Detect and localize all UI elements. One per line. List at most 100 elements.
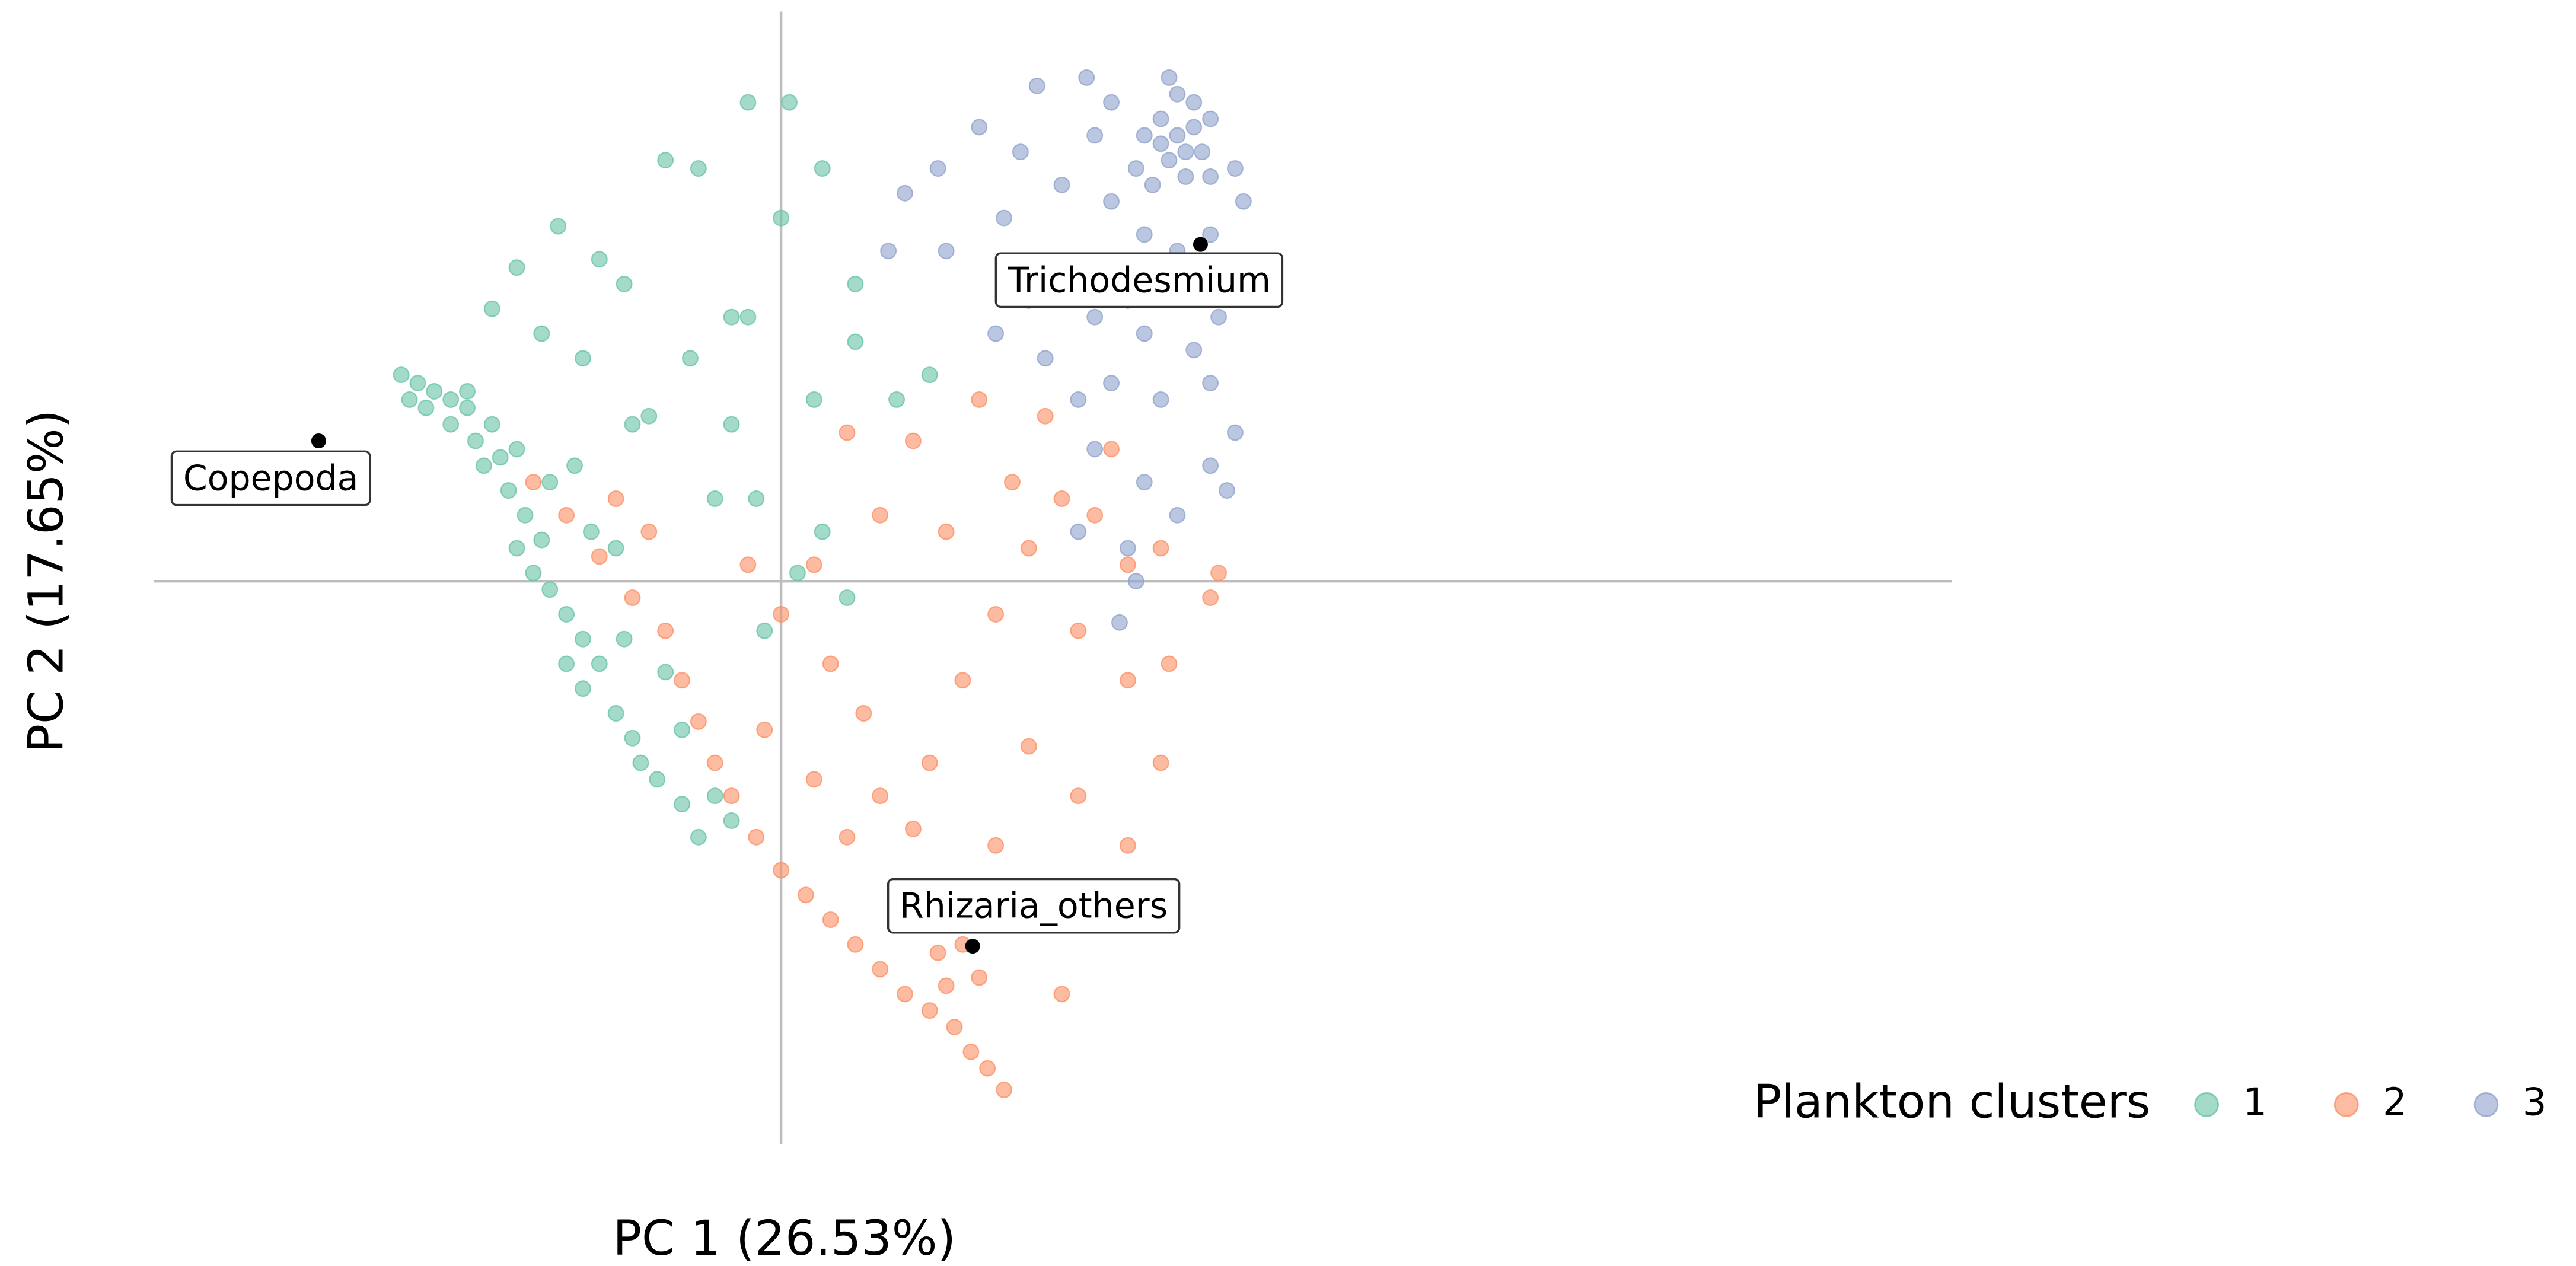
point	[401, 391, 418, 408]
point	[938, 243, 955, 260]
point	[517, 506, 534, 524]
point	[814, 523, 831, 540]
point	[575, 630, 591, 648]
point	[1202, 226, 1219, 243]
point	[624, 589, 641, 606]
point	[904, 432, 922, 449]
point	[1037, 407, 1054, 425]
point	[607, 705, 624, 722]
point	[847, 276, 864, 292]
point	[880, 243, 897, 260]
point	[1119, 837, 1136, 854]
point	[723, 416, 740, 433]
point	[921, 366, 938, 384]
point	[442, 391, 460, 408]
point	[566, 457, 583, 474]
point	[1235, 193, 1252, 210]
point	[649, 771, 666, 788]
point	[1136, 474, 1153, 491]
point	[839, 589, 856, 606]
point	[616, 630, 633, 648]
point	[674, 721, 690, 738]
point	[872, 961, 889, 978]
point	[575, 680, 591, 697]
point	[690, 713, 707, 730]
point	[607, 490, 624, 507]
point	[1202, 457, 1219, 474]
point	[624, 729, 641, 747]
y-axis-title: PC 2 (17.65%)	[19, 410, 75, 753]
point	[616, 276, 633, 292]
point	[1103, 193, 1120, 210]
point	[467, 432, 484, 449]
point	[921, 1002, 938, 1019]
point	[640, 407, 658, 425]
point	[739, 308, 757, 326]
point	[855, 705, 872, 722]
point	[682, 350, 699, 367]
point	[475, 457, 492, 474]
point	[1103, 94, 1120, 111]
point	[393, 366, 410, 384]
point	[805, 556, 822, 573]
point	[822, 655, 839, 672]
point	[550, 218, 567, 235]
legend-swatch	[2473, 1092, 2499, 1117]
point	[541, 581, 559, 598]
point	[872, 787, 889, 805]
point	[789, 565, 806, 582]
point	[822, 911, 839, 928]
point	[483, 416, 500, 433]
point	[426, 383, 443, 400]
point	[657, 664, 674, 681]
point	[558, 605, 575, 623]
point	[417, 399, 435, 416]
annotation-dot	[311, 433, 326, 449]
point	[706, 787, 723, 805]
annotation: Copepoda	[170, 450, 371, 506]
point	[1012, 143, 1029, 161]
point	[492, 449, 509, 466]
annotation-box	[887, 878, 1181, 934]
point	[1086, 506, 1104, 524]
point	[1078, 69, 1095, 86]
point	[847, 333, 864, 350]
point	[640, 523, 658, 540]
annotation: Trichodesmium	[994, 252, 1284, 308]
annotation-dot	[1193, 237, 1208, 252]
point	[706, 754, 723, 771]
point	[508, 441, 525, 458]
point	[1152, 391, 1169, 408]
point	[723, 812, 740, 829]
point	[971, 969, 988, 986]
point	[657, 622, 674, 639]
point	[1136, 226, 1153, 243]
point	[624, 416, 641, 433]
point	[773, 605, 790, 623]
point	[723, 787, 740, 805]
point	[1194, 143, 1211, 161]
point	[897, 184, 913, 202]
point	[483, 300, 500, 317]
point	[607, 540, 624, 557]
point	[1053, 986, 1070, 1003]
point	[1210, 308, 1227, 326]
point	[674, 796, 690, 813]
point	[1152, 540, 1169, 557]
point	[533, 325, 550, 342]
point	[442, 416, 460, 433]
point	[1185, 342, 1203, 359]
point	[1144, 176, 1161, 193]
point	[1136, 325, 1153, 342]
point	[1226, 160, 1244, 177]
point	[1020, 540, 1037, 557]
point	[971, 119, 988, 136]
point	[773, 209, 790, 227]
legend-label: 1	[2243, 1081, 2267, 1125]
point	[1177, 143, 1194, 161]
point	[748, 828, 765, 846]
point	[805, 391, 822, 408]
point	[1070, 391, 1087, 408]
point	[1219, 482, 1235, 499]
